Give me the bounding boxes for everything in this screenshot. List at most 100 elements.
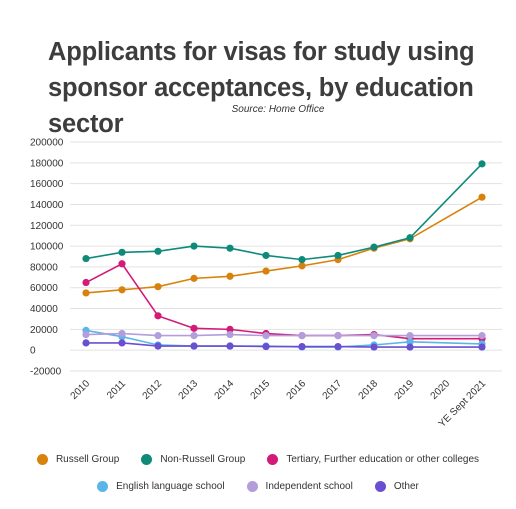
y-tick-label: -20000 [30, 367, 62, 378]
x-tick-label: 2016 [285, 378, 309, 402]
grid-lines [70, 141, 502, 372]
legend-swatch [374, 481, 386, 492]
series-other [82, 339, 486, 351]
data-point [82, 339, 90, 347]
legend-item: Russell Group [36, 454, 120, 465]
y-tick-label: 200000 [30, 138, 64, 149]
legend-row: Russell Group Non-Russell Group Tertiary, … [0, 454, 516, 465]
y-tick-label: 160000 [30, 179, 64, 190]
data-point [406, 332, 414, 340]
chart-title: Applicants for visas for study using spo… [48, 38, 475, 138]
data-point [154, 247, 162, 255]
x-tick-label: 2013 [177, 378, 201, 402]
y-tick-label: 120000 [30, 221, 64, 232]
data-point [478, 332, 486, 340]
legend-label: Russell Group [55, 454, 120, 465]
series-group [82, 160, 486, 351]
y-tick-label: 100000 [30, 242, 64, 253]
legend-row: English language school Independent schoo… [0, 481, 516, 492]
legend-item: Other [374, 481, 419, 492]
legend-swatch [97, 481, 109, 492]
legend-swatch [141, 454, 153, 465]
y-tick-label: 180000 [30, 158, 64, 169]
x-tick-label: 2010 [69, 378, 93, 402]
x-tick-label: 2014 [213, 378, 237, 402]
legend-item: Non-Russell Group [141, 454, 245, 465]
y-tick-label: 140000 [30, 200, 64, 211]
data-point [262, 267, 270, 275]
y-tick-label: 40000 [30, 304, 58, 315]
data-point [298, 262, 306, 270]
data-point [262, 251, 270, 260]
series-line [86, 342, 482, 348]
data-point [190, 242, 198, 250]
series-line [85, 163, 483, 261]
x-tick-label: 2019 [393, 378, 417, 402]
data-point [190, 274, 198, 282]
data-point [406, 343, 414, 351]
data-point [118, 248, 126, 256]
legend-label: Other [393, 481, 419, 492]
data-point [118, 329, 126, 338]
x-tick-label: 2017 [321, 378, 345, 402]
data-point [154, 283, 162, 291]
legend-swatch [36, 454, 48, 465]
data-point [370, 343, 378, 351]
legend-label: Tertiary, Further education or other col… [286, 454, 480, 465]
data-point [118, 286, 126, 294]
data-point [478, 343, 486, 351]
data-point [478, 160, 486, 168]
data-point [82, 254, 90, 263]
legend-swatch [267, 454, 279, 465]
data-point [82, 330, 90, 339]
y-tick-label: 80000 [30, 262, 58, 273]
x-axis: 2010 2011 2012 2013 2014 2015 2016 2017 2018 2019… [69, 378, 489, 430]
data-point [82, 278, 90, 287]
data-point [370, 332, 378, 340]
series-line [85, 196, 483, 294]
data-point [226, 325, 234, 333]
y-tick-label: 60000 [30, 283, 58, 294]
data-point [298, 332, 306, 340]
series-line [85, 262, 482, 340]
data-point [370, 243, 378, 251]
data-point [298, 256, 306, 264]
series-independent-school [82, 329, 486, 340]
data-point [154, 332, 162, 340]
data-point [226, 244, 234, 252]
data-point [262, 342, 270, 351]
legend-item: Tertiary, Further education or other col… [267, 454, 479, 465]
y-tick-label: 20000 [30, 325, 58, 336]
data-point [154, 312, 162, 320]
legend-item: English language school [97, 481, 225, 492]
legend-label: Independent school [265, 481, 353, 492]
series-non-russell-group [82, 160, 486, 264]
data-point [226, 272, 234, 280]
data-point [478, 193, 486, 201]
legend-swatch [246, 481, 258, 492]
data-point [190, 342, 198, 350]
data-point [190, 332, 198, 340]
x-tick-label: 2011 [105, 378, 128, 401]
data-point [334, 332, 342, 340]
data-point [190, 324, 198, 332]
legend-label: Non-Russell Group [160, 454, 246, 465]
data-point [226, 330, 234, 339]
data-point [262, 332, 270, 340]
data-point [118, 260, 126, 268]
y-axis: -20000 0 20000 40000 60000 80000 100000 120000 1… [30, 138, 64, 378]
data-point [406, 338, 414, 346]
x-tick-label: 2018 [357, 378, 381, 402]
data-point [298, 342, 306, 351]
chart-subtitle: Source: Home Office [231, 104, 325, 115]
series-tertiary-further-education-or-other-colleges [82, 260, 486, 343]
data-point [82, 289, 90, 297]
series-russell-group [82, 193, 486, 297]
data-point [334, 342, 342, 351]
x-tick-label: 2015 [249, 378, 273, 402]
data-point [226, 342, 234, 350]
data-point [118, 339, 126, 347]
legend-label: English language school [116, 481, 225, 492]
x-tick-label: 2020 [429, 378, 453, 402]
